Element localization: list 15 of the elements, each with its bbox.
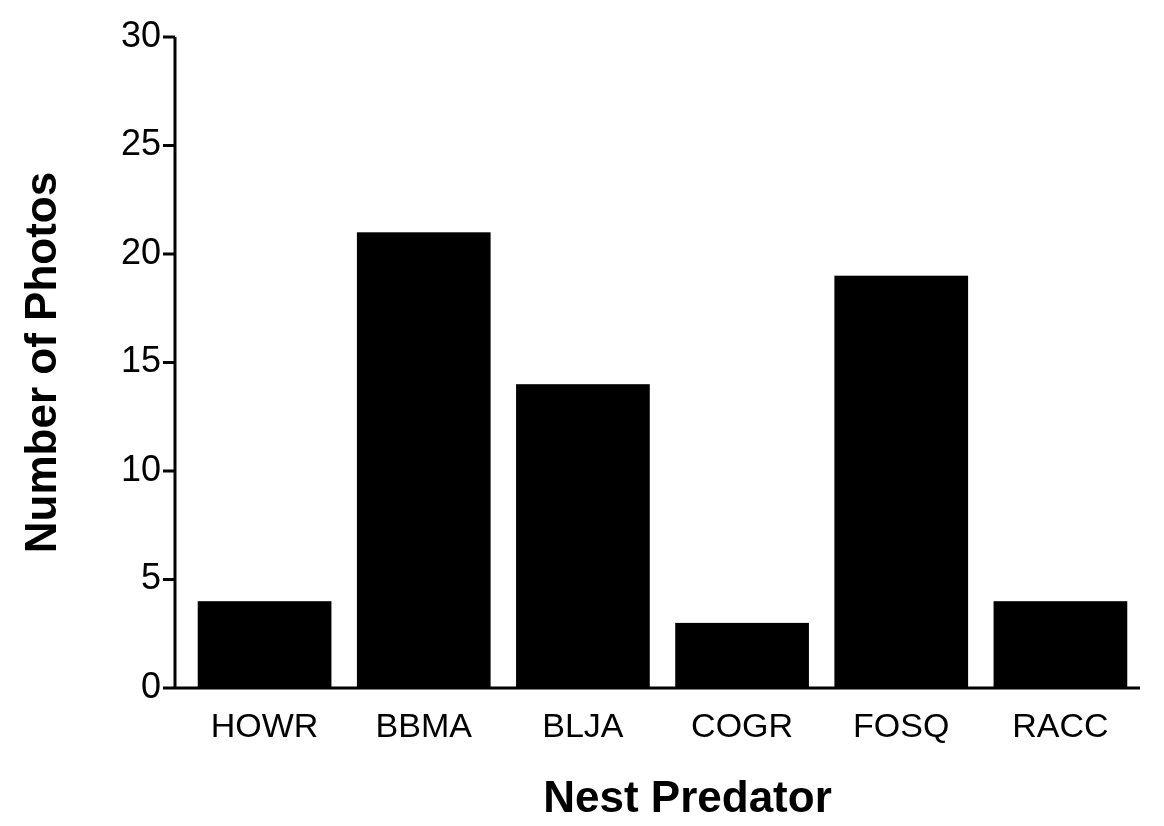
x-axis-title: Nest Predator xyxy=(543,771,832,821)
x-tick-label: FOSQ xyxy=(853,705,950,744)
y-tick-label: 0 xyxy=(140,664,161,706)
x-tick-label: HOWR xyxy=(210,705,319,744)
y-axis-title: Number of Photos xyxy=(15,171,65,554)
x-tick-label: RACC xyxy=(1012,705,1109,744)
y-tick-label: 20 xyxy=(120,230,161,272)
y-tick-label: 15 xyxy=(120,339,161,381)
y-tick-label: 10 xyxy=(120,447,161,489)
y-tick-label: 25 xyxy=(120,122,161,164)
x-tick-label: COGR xyxy=(691,705,794,744)
x-tick-label: BLJA xyxy=(542,705,624,744)
y-tick-label: 30 xyxy=(120,13,161,55)
x-tick-label: BBMA xyxy=(375,705,473,744)
y-tick-label: 5 xyxy=(140,556,161,598)
